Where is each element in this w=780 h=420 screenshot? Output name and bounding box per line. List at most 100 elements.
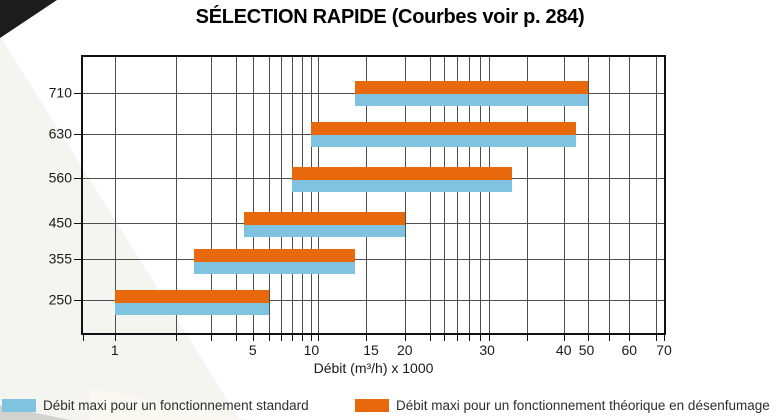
y-axis-tick-label: 355 — [48, 250, 72, 267]
y-axis-tick — [74, 299, 81, 301]
x-axis-tick — [526, 335, 528, 341]
bar-standard — [114, 303, 269, 316]
bar-standard — [355, 93, 588, 106]
x-axis-title: Débit (m³/h) x 1000 — [313, 360, 434, 376]
gridline-vertical — [656, 57, 658, 333]
x-axis-tick — [311, 335, 313, 341]
x-axis-tick — [457, 335, 459, 341]
gridline-horizontal — [83, 259, 664, 261]
gridline-vertical — [291, 57, 293, 333]
y-axis-tick-label: 250 — [48, 291, 72, 308]
legend-swatch-smoke-orange — [355, 399, 389, 412]
x-axis-tick — [114, 335, 116, 341]
gridline-vertical — [268, 57, 270, 333]
bar-standard — [193, 261, 356, 274]
legend-item-smoke-extraction: Débit maxi pour un fonctionnement théori… — [355, 398, 770, 413]
gridline-vertical — [176, 57, 178, 333]
x-axis-tick — [83, 335, 84, 341]
x-axis-tick — [429, 335, 431, 341]
gridline-vertical — [301, 57, 303, 333]
x-axis-tick-label: 15 — [363, 342, 379, 358]
x-axis-tick — [469, 335, 471, 341]
bar-smoke-extraction — [291, 166, 512, 180]
x-axis-tick — [656, 335, 658, 341]
gridline-vertical — [629, 57, 631, 333]
x-axis-tick-label: 10 — [303, 342, 320, 358]
bar-smoke-extraction — [311, 122, 576, 136]
x-axis-tick-label: 20 — [396, 342, 413, 358]
gridline-vertical — [311, 57, 313, 333]
y-axis-tick-label: 630 — [48, 125, 72, 142]
x-axis-tick — [301, 335, 303, 341]
legend: Débit maxi pour un fonctionnement standa… — [0, 398, 780, 418]
x-axis-tick — [444, 335, 446, 341]
bar-smoke-extraction — [114, 290, 269, 304]
y-axis-tick-label: 710 — [48, 85, 72, 102]
bar-standard — [291, 179, 512, 192]
legend-swatch-standard-blue — [2, 399, 36, 412]
x-axis-tick — [268, 335, 270, 341]
bar-standard — [244, 225, 405, 237]
y-axis-tick — [74, 222, 81, 224]
gridline-vertical — [211, 57, 213, 333]
x-axis-tick — [280, 335, 282, 341]
gridline-vertical — [366, 57, 368, 333]
legend-item-standard: Débit maxi pour un fonctionnement standa… — [2, 398, 309, 413]
gridline-vertical — [489, 57, 491, 333]
gridline-vertical — [252, 57, 254, 333]
x-axis-tick — [563, 335, 565, 341]
x-axis-tick — [318, 335, 320, 341]
x-axis-tick — [609, 335, 611, 341]
gridline-horizontal — [83, 299, 664, 301]
y-axis-tick-label: 450 — [48, 214, 72, 231]
x-axis-tick-label: 30 — [479, 342, 495, 358]
plot-area: Débit (m³/h) x 1000 710 630 560 450 355 250 1 5… — [49, 55, 672, 376]
gridline-vertical — [563, 57, 565, 333]
x-axis-tick-label: 70 — [656, 342, 672, 358]
gridline-vertical — [526, 57, 528, 333]
bar-standard — [311, 135, 576, 148]
x-axis-tick — [587, 335, 589, 341]
gridline-vertical — [114, 57, 116, 333]
x-axis-tick-label: 40 — [555, 342, 572, 358]
gridline-vertical — [429, 57, 431, 333]
y-axis-tick — [74, 134, 81, 135]
x-axis-tick — [629, 335, 631, 341]
gridline-vertical — [480, 57, 482, 333]
y-axis-tick — [74, 93, 81, 95]
x-axis-tick-label: 50 — [578, 342, 595, 358]
bar-smoke-extraction — [244, 212, 405, 225]
x-axis-tick — [404, 335, 406, 341]
gridline-vertical — [235, 57, 237, 333]
chart-title: SÉLECTION RAPIDE (Courbes voir p. 284) — [0, 6, 780, 29]
gridline-vertical — [280, 57, 282, 333]
gridline-vertical — [469, 57, 471, 333]
x-axis-tick — [211, 335, 213, 341]
legend-label-smoke-extraction: Débit maxi pour un fonctionnement théori… — [396, 398, 770, 413]
x-axis-tick — [489, 335, 491, 341]
chart-title-main: SÉLECTION RAPIDE — [195, 6, 387, 28]
gridline-vertical — [404, 57, 406, 333]
legend-label-standard: Débit maxi pour un fonctionnement standa… — [43, 398, 309, 413]
bar-smoke-extraction — [193, 248, 356, 262]
x-axis-tick — [664, 335, 665, 341]
x-axis-tick — [480, 335, 482, 341]
y-axis-tick — [74, 259, 81, 261]
gridline-vertical — [587, 57, 589, 333]
gridline-vertical — [318, 57, 320, 333]
gridline-vertical — [609, 57, 611, 333]
x-axis-tick — [366, 335, 368, 341]
x-axis-tick-label: 60 — [621, 342, 638, 358]
y-axis-tick-label: 560 — [48, 169, 72, 186]
bar-smoke-extraction — [355, 80, 588, 94]
x-axis-tick-label: 5 — [248, 342, 257, 358]
chart-title-suffix: (Courbes voir p. 284) — [386, 6, 585, 28]
x-axis-tick-label: 1 — [110, 342, 119, 358]
x-axis-tick — [235, 335, 237, 341]
x-axis-tick — [176, 335, 178, 341]
x-axis-tick — [252, 335, 254, 341]
gridline-vertical — [457, 57, 459, 333]
x-axis-tick — [291, 335, 293, 341]
y-axis-tick — [74, 178, 81, 180]
